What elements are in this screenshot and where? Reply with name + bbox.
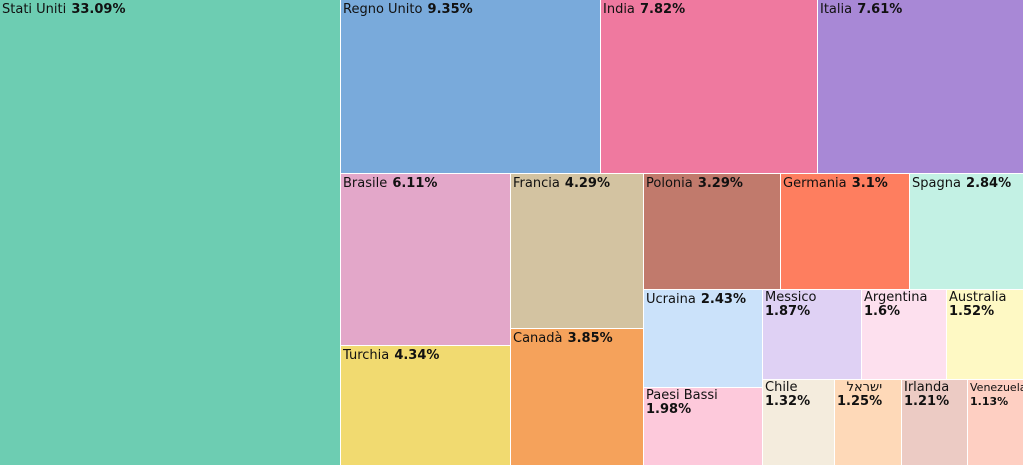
tile-value: 2.43% <box>700 292 746 307</box>
tile-value: 2.84% <box>966 176 1012 191</box>
tile-name: Italia <box>820 2 853 17</box>
treemap-tile: Argentina 1.6% <box>862 290 947 380</box>
tile-name: Turchia <box>343 348 390 363</box>
treemap-tile: Spagna 2.84% <box>910 174 1024 290</box>
tile-value: 9.35% <box>427 2 473 17</box>
tile-value: 1.52% <box>949 304 995 319</box>
treemap-tile: Brasile 6.11% <box>341 174 511 346</box>
tile-value: 7.61% <box>857 2 903 17</box>
tile-label: Irlanda 1.21% <box>904 381 949 409</box>
tile-name: Francia <box>513 176 560 191</box>
tile-name: Polonia <box>646 176 693 191</box>
treemap-tile: Francia 4.29% <box>511 174 644 329</box>
tile-value: 3.1% <box>851 176 888 191</box>
tile-name: Venezuela <box>970 381 1024 394</box>
treemap-tile: Regno Unito 9.35% <box>341 0 601 174</box>
tile-label: Germania 3.1% <box>783 175 888 191</box>
tile-label: ישראל 1.25% <box>837 381 882 409</box>
tile-label: Spagna 2.84% <box>912 175 1011 191</box>
tile-label: Venezuela 1.13% <box>970 381 1024 409</box>
tile-name: Australia <box>949 290 1007 305</box>
tile-value: 1.87% <box>765 304 811 319</box>
tile-name: Regno Unito <box>343 2 423 17</box>
tile-name: Chile <box>765 380 798 395</box>
tile-name: Germania <box>783 176 847 191</box>
tile-name: Irlanda <box>904 380 950 395</box>
tile-label: Polonia 3.29% <box>646 175 743 191</box>
treemap-tile: Chile 1.32% <box>763 380 835 466</box>
tile-value: 1.6% <box>864 304 901 319</box>
treemap-tile: India 7.82% <box>601 0 818 174</box>
tile-name: Brasile <box>343 176 388 191</box>
tile-label: Argentina 1.6% <box>864 291 927 319</box>
tile-value: 1.21% <box>904 394 950 409</box>
tile-value: 7.82% <box>640 2 686 17</box>
tile-name: India <box>603 2 635 17</box>
treemap-tile: Venezuela 1.13% <box>968 380 1024 466</box>
tile-label: Brasile 6.11% <box>343 175 437 191</box>
tile-label: Italia 7.61% <box>820 1 902 17</box>
tile-name: Messico <box>765 290 817 305</box>
tile-name: Ucraina <box>646 292 696 307</box>
tile-name: ישראל <box>846 380 883 395</box>
treemap-tile: Germania 3.1% <box>781 174 910 290</box>
tile-value: 4.29% <box>564 176 611 191</box>
tile-name: Spagna <box>912 176 961 191</box>
tile-label: Messico 1.87% <box>765 291 816 319</box>
tile-label: Regno Unito 9.35% <box>343 1 473 17</box>
tile-value: 1.13% <box>970 395 1009 408</box>
tile-value: 3.29% <box>697 176 743 191</box>
treemap-tile: Canadà 3.85% <box>511 329 644 466</box>
treemap-tile: Irlanda 1.21% <box>902 380 968 466</box>
tile-label: Paesi Bassi 1.98% <box>646 389 718 417</box>
treemap-tile: Polonia 3.29% <box>644 174 781 290</box>
treemap-tile: Ucraina 2.43% <box>644 290 763 388</box>
tile-name: Paesi Bassi <box>646 388 718 403</box>
tile-value: 4.34% <box>394 348 440 363</box>
treemap-tile: Paesi Bassi 1.98% <box>644 388 763 466</box>
tile-label: Chile 1.32% <box>765 381 810 409</box>
tile-label: Francia 4.29% <box>513 175 610 191</box>
tile-label: India 7.82% <box>603 1 685 17</box>
tile-value: 1.98% <box>646 402 692 417</box>
tile-value: 1.25% <box>837 394 883 409</box>
treemap-tile: Stati Uniti 33.09% <box>0 0 341 466</box>
tile-value: 3.85% <box>567 331 613 346</box>
tile-value: 1.32% <box>765 394 811 409</box>
tile-name: Argentina <box>864 290 928 305</box>
treemap-tile: Italia 7.61% <box>818 0 1024 174</box>
tile-label: Ucraina 2.43% <box>646 291 746 307</box>
treemap-tile: Turchia 4.34% <box>341 346 511 466</box>
tile-name: Stati Uniti <box>2 2 67 17</box>
treemap-tile: Messico 1.87% <box>763 290 862 380</box>
tile-label: Canadà 3.85% <box>513 330 613 346</box>
tile-label: Turchia 4.34% <box>343 347 439 363</box>
tile-name: Canadà <box>513 331 563 346</box>
tile-value: 33.09% <box>71 2 126 17</box>
tile-label: Australia 1.52% <box>949 291 1007 319</box>
treemap-tile: ישראל 1.25% <box>835 380 902 466</box>
treemap-tile: Australia 1.52% <box>947 290 1024 380</box>
tile-label: Stati Uniti 33.09% <box>2 1 125 17</box>
tile-value: 6.11% <box>392 176 438 191</box>
